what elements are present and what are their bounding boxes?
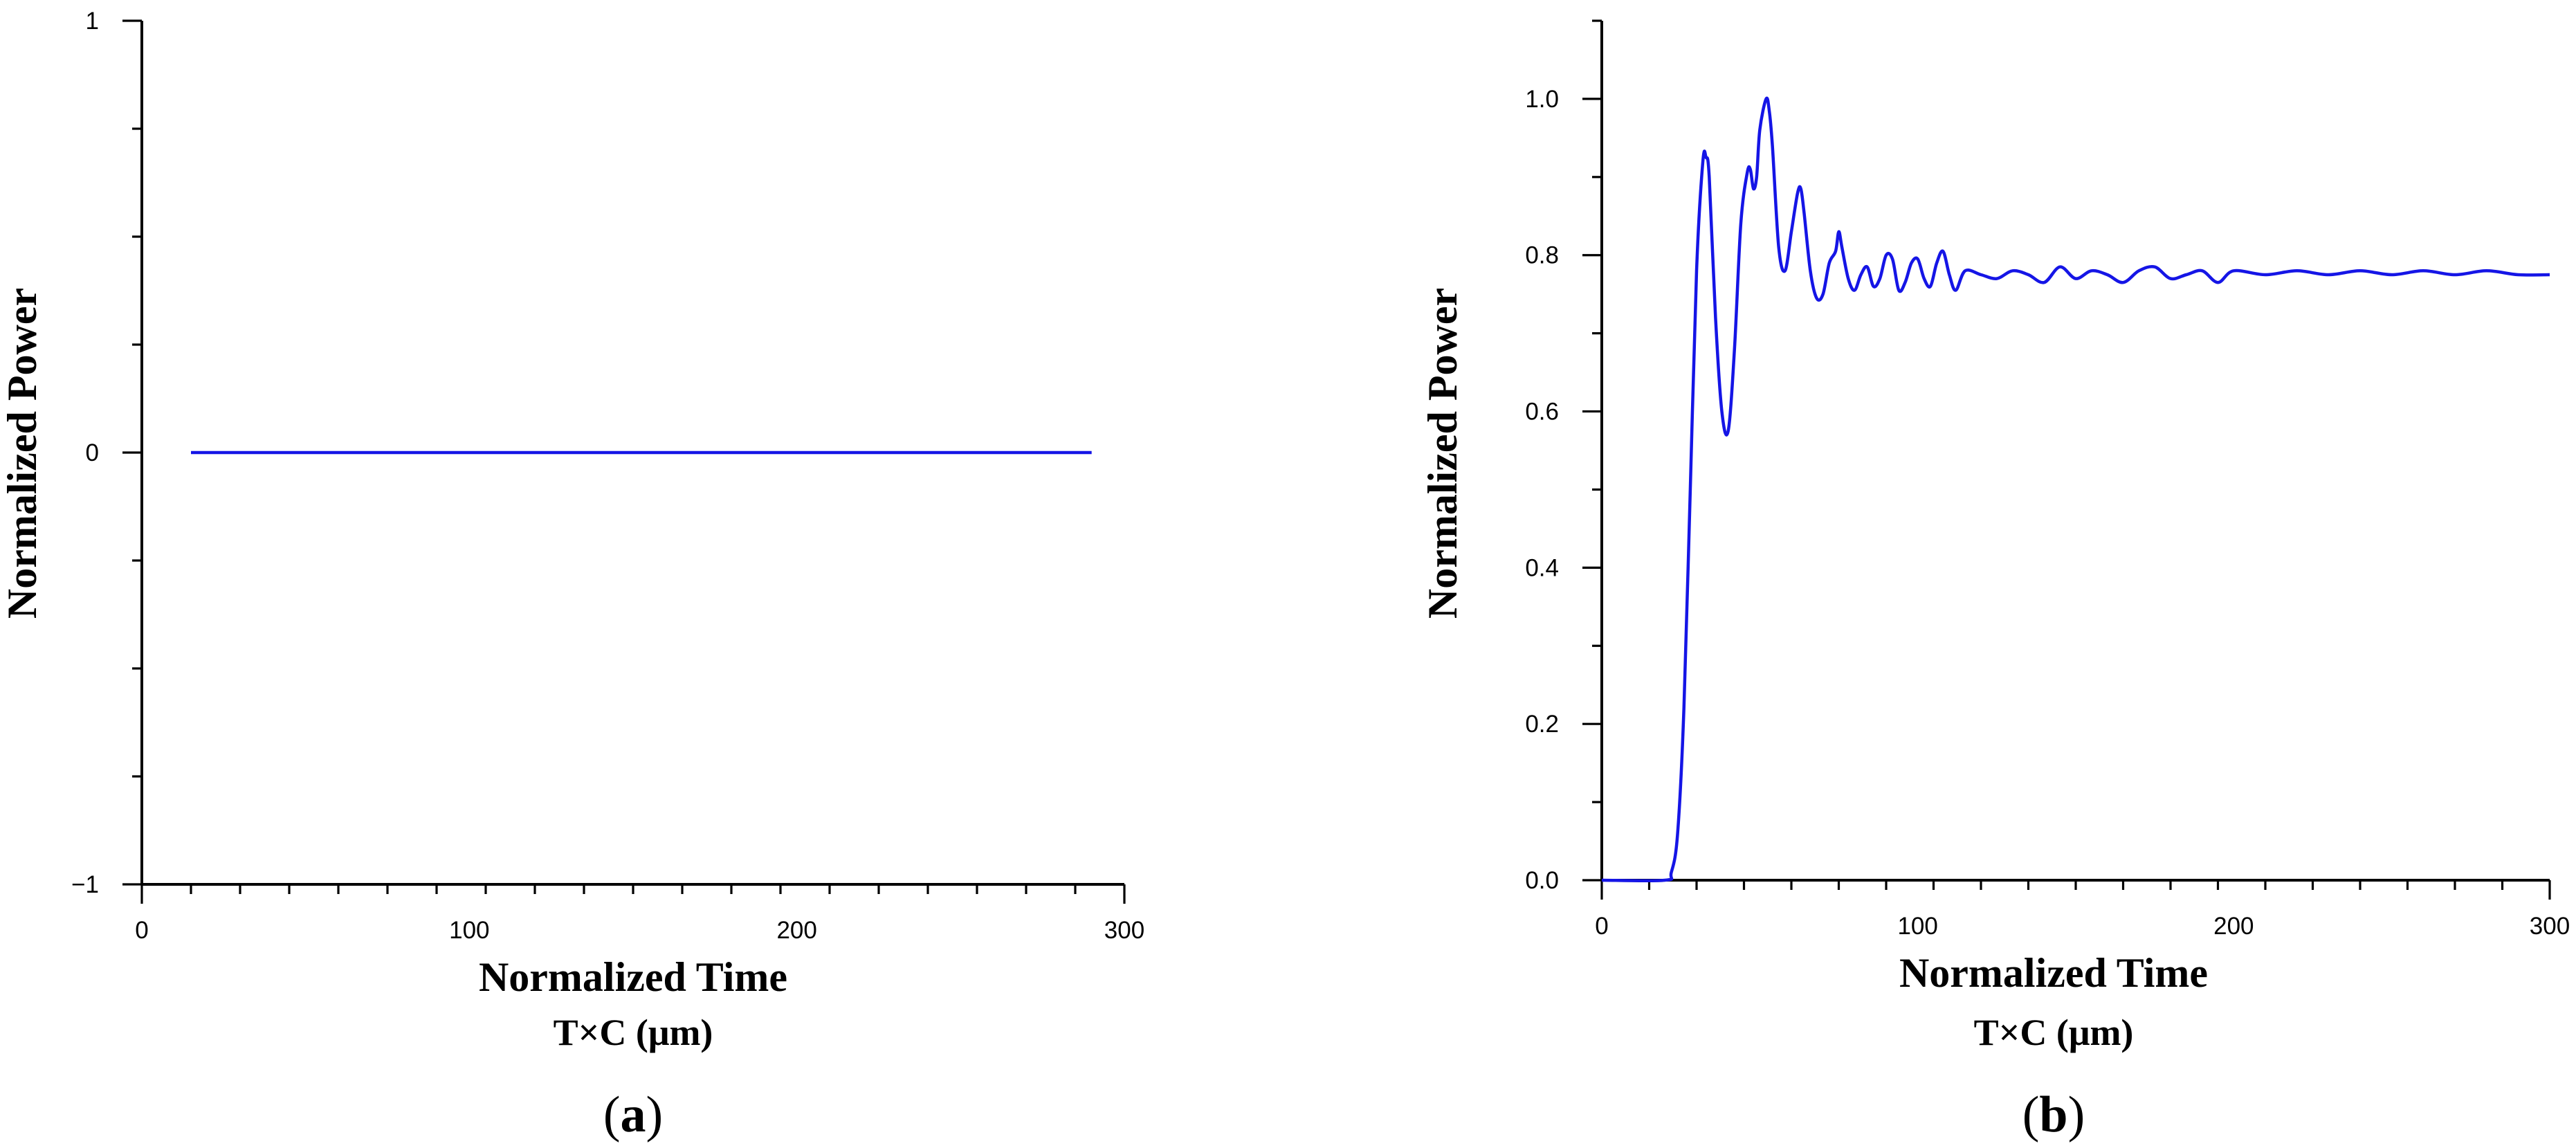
x-tick-label: 200 <box>776 917 816 944</box>
panel-label: (a) <box>603 1086 663 1143</box>
panel-label-paren: ( <box>2022 1086 2040 1143</box>
x-tick-label: 300 <box>2530 913 2570 940</box>
series-line <box>1601 96 2550 883</box>
y-tick-label: 0 <box>86 439 99 466</box>
x-axis-subtitle: T×C (μm) <box>554 1012 713 1053</box>
y-tick-label: −1 <box>71 871 99 898</box>
x-tick-label: 200 <box>2213 913 2254 940</box>
x-tick-label: 300 <box>1104 917 1144 944</box>
y-tick-label: 1.0 <box>1525 86 1559 113</box>
y-tick-label: 0.8 <box>1525 242 1559 269</box>
panel-label-paren: ) <box>646 1086 664 1143</box>
panel-b: 0 100 200 300 0.0 0.2 0.4 0.6 0.8 1.0 Normalized P… <box>1420 19 2570 1143</box>
panel-label-paren: ) <box>2068 1086 2085 1143</box>
x-tick-label: 100 <box>1897 913 1937 940</box>
y-axis-title: Normalized Power <box>0 288 45 619</box>
x-tick-label: 100 <box>449 917 489 944</box>
panel-a: 0 100 200 300 −1 0 1 Normalized Power Normalized… <box>0 8 1144 1143</box>
panel-label: (b) <box>2022 1086 2085 1143</box>
x-axis-title: Normalized Time <box>479 954 787 1000</box>
y-tick-label: 0.2 <box>1525 711 1559 738</box>
y-tick-label: 0.6 <box>1525 399 1559 426</box>
x-tick-label: 0 <box>135 917 148 944</box>
y-axis-title: Normalized Power <box>1420 288 1465 619</box>
panel-label-letter: b <box>2039 1086 2067 1143</box>
y-tick-label: 0.0 <box>1525 867 1559 894</box>
panel-label-letter: a <box>621 1086 646 1143</box>
panel-label-paren: ( <box>603 1086 621 1143</box>
x-axis-subtitle: T×C (μm) <box>1974 1012 2134 1053</box>
y-tick-label: 0.4 <box>1525 554 1559 581</box>
x-tick-label: 0 <box>1595 913 1608 940</box>
y-tick-label: 1 <box>86 8 99 35</box>
x-axis-title: Normalized Time <box>1899 950 2208 996</box>
